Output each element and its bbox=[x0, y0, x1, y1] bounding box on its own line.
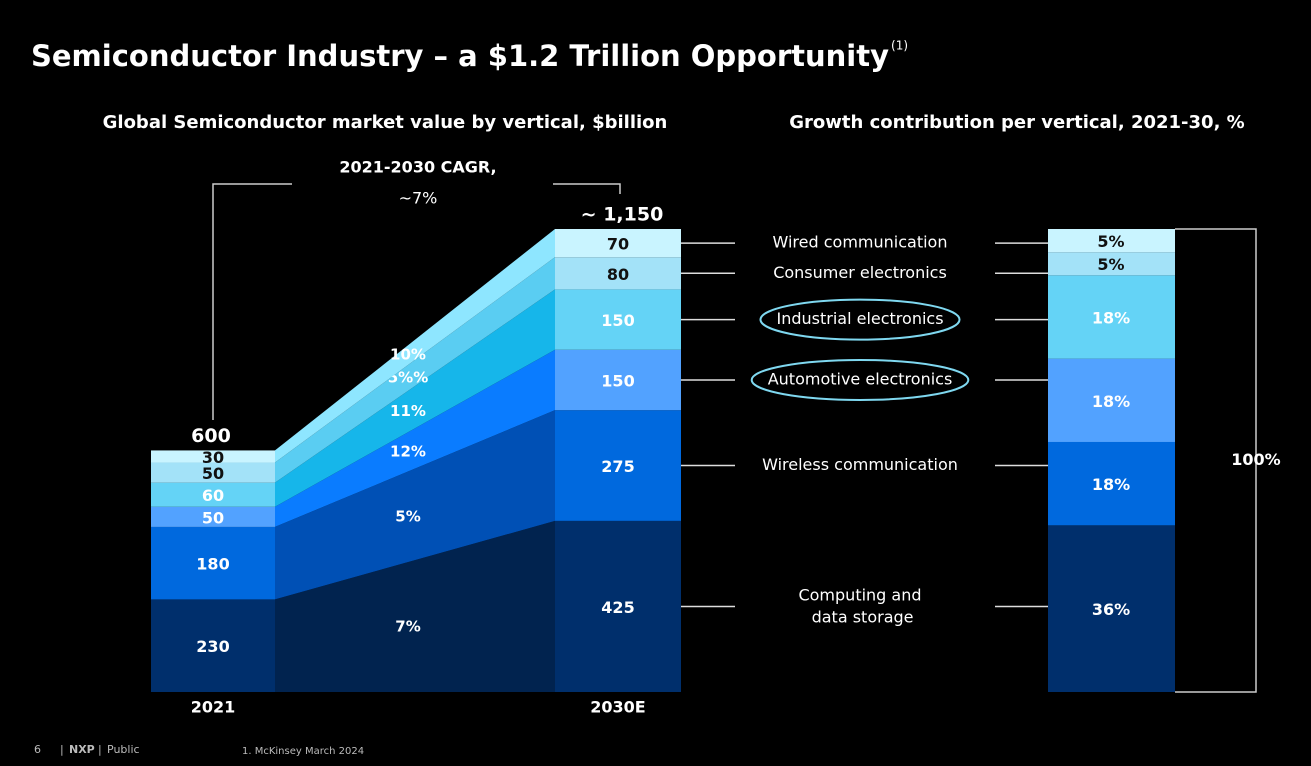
cagr-label: 11% bbox=[390, 402, 426, 420]
data-label: 275 bbox=[601, 457, 634, 476]
data-label: 36% bbox=[1092, 600, 1130, 619]
growth-band bbox=[275, 349, 555, 527]
growth-band bbox=[275, 257, 555, 483]
data-label: 18% bbox=[1092, 308, 1130, 327]
data-label: 5% bbox=[1097, 255, 1124, 274]
highlight-ring bbox=[759, 298, 961, 341]
bar-segment bbox=[555, 229, 681, 258]
data-label: 30 bbox=[202, 448, 224, 467]
growth-band bbox=[275, 520, 555, 692]
cagr-label: 5% bbox=[395, 507, 420, 525]
data-label: 70 bbox=[607, 235, 629, 254]
x-tick-label: 2030E bbox=[590, 698, 645, 717]
bar-segment bbox=[151, 482, 275, 507]
data-label: 18% bbox=[1092, 392, 1130, 411]
data-label: 50 bbox=[202, 464, 224, 483]
bar-segment bbox=[555, 410, 681, 521]
bar-segment bbox=[1048, 358, 1175, 442]
title-note: (1) bbox=[891, 39, 908, 53]
bracket bbox=[1175, 228, 1257, 693]
page-number: 6 bbox=[34, 743, 41, 756]
bar-segment bbox=[151, 462, 275, 483]
legend-label: Wired communication bbox=[773, 233, 948, 252]
total-label: 600 bbox=[191, 425, 231, 447]
cagr-label: 5%% bbox=[388, 368, 429, 386]
bracket bbox=[553, 183, 621, 194]
separator: | bbox=[60, 743, 64, 756]
growth-band bbox=[275, 289, 555, 507]
bar-segment bbox=[1048, 441, 1175, 526]
bar-segment bbox=[555, 520, 681, 692]
data-label: 180 bbox=[196, 555, 229, 574]
data-label: 80 bbox=[607, 265, 629, 284]
bar-segment bbox=[555, 349, 681, 411]
highlight-ring bbox=[750, 358, 970, 401]
data-label: 60 bbox=[202, 486, 224, 505]
total-label: ~ 1,150 bbox=[581, 204, 664, 226]
total-label: 100% bbox=[1231, 450, 1280, 469]
bar-segment bbox=[1048, 229, 1175, 253]
footnote: 1. McKinsey March 2024 bbox=[242, 746, 364, 757]
bar-segment bbox=[555, 257, 681, 290]
bar-segment bbox=[1048, 275, 1175, 359]
bar-segment bbox=[1048, 252, 1175, 276]
chart-title: Global Semiconductor market value by ver… bbox=[103, 112, 668, 133]
data-label: 150 bbox=[601, 311, 634, 330]
cagr-total: ~7% bbox=[399, 189, 438, 208]
cagr-label: 12% bbox=[390, 442, 426, 460]
legend-label: Consumer electronics bbox=[773, 263, 947, 282]
data-label: 230 bbox=[196, 637, 229, 656]
x-tick-label: 2021 bbox=[191, 698, 236, 717]
legend-label: Industrial electronics bbox=[776, 309, 943, 328]
cagr-title: 2021-2030 CAGR, bbox=[339, 158, 496, 177]
separator: | bbox=[98, 743, 102, 756]
data-label: 18% bbox=[1092, 475, 1130, 494]
bar-segment bbox=[151, 599, 275, 692]
legend-label: Computing and data storage bbox=[798, 585, 921, 626]
growth-band bbox=[275, 410, 555, 600]
slide-title: Semiconductor Industry – a $1.2 Trillion… bbox=[31, 39, 889, 73]
bar-segment bbox=[151, 526, 275, 600]
classification: Public bbox=[107, 743, 140, 756]
brand: NXP bbox=[69, 743, 95, 756]
data-label: 50 bbox=[202, 508, 224, 527]
chart-title: Growth contribution per vertical, 2021-3… bbox=[789, 112, 1244, 133]
cagr-label: 7% bbox=[395, 618, 420, 636]
bar-segment bbox=[151, 506, 275, 527]
bar-segment bbox=[555, 289, 681, 350]
data-label: 150 bbox=[601, 371, 634, 390]
legend-label: Automotive electronics bbox=[768, 369, 953, 388]
cagr-label: 10% bbox=[390, 346, 426, 364]
bar-segment bbox=[151, 450, 275, 463]
bar-segment bbox=[1048, 525, 1175, 692]
growth-band bbox=[275, 229, 555, 463]
data-label: 425 bbox=[601, 598, 634, 617]
bracket bbox=[212, 183, 292, 420]
legend-label: Wireless communication bbox=[762, 455, 958, 474]
data-label: 5% bbox=[1097, 232, 1124, 251]
